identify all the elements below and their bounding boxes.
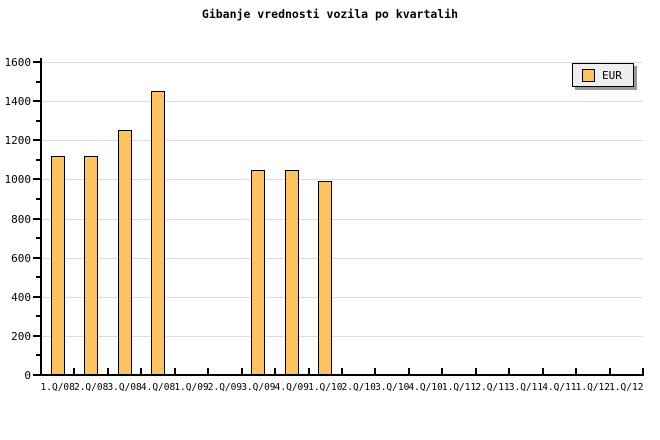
y-major-tick — [33, 217, 41, 220]
y-gridline — [41, 140, 643, 142]
legend: EUR — [572, 63, 634, 87]
y-major-tick — [33, 178, 41, 181]
x-axis-label: 4.Q/08 — [140, 382, 176, 393]
y-major-tick — [33, 295, 41, 298]
y-axis — [40, 58, 42, 376]
y-gridline — [41, 257, 643, 259]
x-tick — [40, 368, 42, 374]
bar — [151, 91, 166, 375]
x-axis-label: 4.Q/11 — [542, 382, 577, 393]
bar — [284, 169, 299, 375]
y-gridline — [41, 179, 643, 181]
x-axis-label: 1.Q/08 — [40, 382, 75, 393]
x-tick — [575, 368, 578, 374]
x-axis-label: 1.Q/11 — [441, 382, 477, 393]
x-tick — [173, 368, 176, 374]
x-tick — [642, 368, 644, 374]
y-major-tick — [33, 100, 41, 103]
x-axis-label: 2.Q/08 — [73, 382, 109, 393]
y-axis-label: 1600 — [4, 56, 32, 69]
x-tick — [341, 368, 343, 374]
y-major-tick — [33, 139, 41, 142]
x-axis-label: 2.Q/11 — [475, 382, 510, 393]
x-axis-label: 4.Q/10 — [408, 382, 443, 393]
y-gridline — [41, 62, 643, 63]
x-axis-label: 4.Q/09 — [274, 382, 309, 393]
x-axis-label: 1.Q/09 — [174, 382, 209, 393]
y-axis-label: 200 — [11, 329, 31, 343]
x-tick — [508, 368, 511, 374]
y-major-tick — [33, 256, 41, 259]
x-axis-label: 1.Q/12 — [609, 382, 644, 393]
y-axis-label: 0 — [24, 369, 31, 382]
y-gridline — [41, 296, 643, 298]
x-axis-label: 3.Q/09 — [241, 382, 276, 393]
x-tick — [207, 368, 210, 374]
x-axis-label: 2.Q/09 — [207, 382, 243, 393]
x-axis-label: 2.Q/10 — [341, 382, 376, 393]
y-minor-tick — [36, 276, 41, 279]
legend-swatch-icon — [582, 68, 595, 82]
y-major-tick — [33, 61, 41, 63]
x-tick — [441, 368, 444, 374]
x-tick — [307, 368, 310, 374]
bar — [251, 169, 266, 375]
y-gridline — [41, 218, 643, 220]
x-tick — [541, 368, 544, 374]
y-axis-label: 400 — [11, 290, 31, 304]
x-tick — [608, 368, 611, 374]
x-tick — [374, 368, 377, 374]
x-axis-label: 3.Q/11 — [508, 382, 544, 393]
x-tick — [407, 368, 410, 374]
y-minor-tick — [36, 158, 41, 161]
x-tick — [73, 368, 76, 374]
x-axis-label: 1.Q/10 — [308, 382, 343, 393]
y-major-tick — [33, 334, 41, 337]
y-minor-tick — [36, 354, 41, 357]
y-minor-tick — [36, 119, 41, 122]
x-axis — [40, 374, 644, 376]
bar — [117, 130, 132, 375]
y-minor-tick — [36, 80, 41, 83]
chart-title: Gibanje vrednosti vozila po kvartalih — [201, 7, 459, 21]
x-tick — [274, 368, 277, 374]
bar — [318, 181, 333, 375]
bar — [50, 155, 65, 375]
legend-label: EUR — [602, 68, 622, 82]
y-minor-tick — [36, 315, 41, 318]
y-axis-label: 1200 — [4, 134, 32, 148]
x-axis-label: 3.Q/10 — [374, 382, 410, 393]
y-minor-tick — [36, 197, 41, 200]
y-axis-label: 1400 — [4, 95, 32, 109]
x-tick — [474, 368, 477, 374]
x-tick — [140, 368, 143, 374]
y-axis-label: 1000 — [4, 173, 32, 187]
y-gridline — [41, 101, 643, 103]
x-tick — [106, 368, 109, 374]
y-axis-label: 800 — [11, 212, 31, 226]
y-major-tick — [33, 374, 41, 376]
x-axis-label: 1.Q/12 — [575, 382, 610, 393]
x-tick — [240, 368, 243, 374]
y-minor-tick — [36, 237, 41, 240]
x-axis-label: 3.Q/08 — [107, 382, 142, 393]
bar — [84, 155, 99, 375]
y-axis-label: 600 — [11, 251, 31, 265]
y-gridline — [41, 335, 643, 337]
